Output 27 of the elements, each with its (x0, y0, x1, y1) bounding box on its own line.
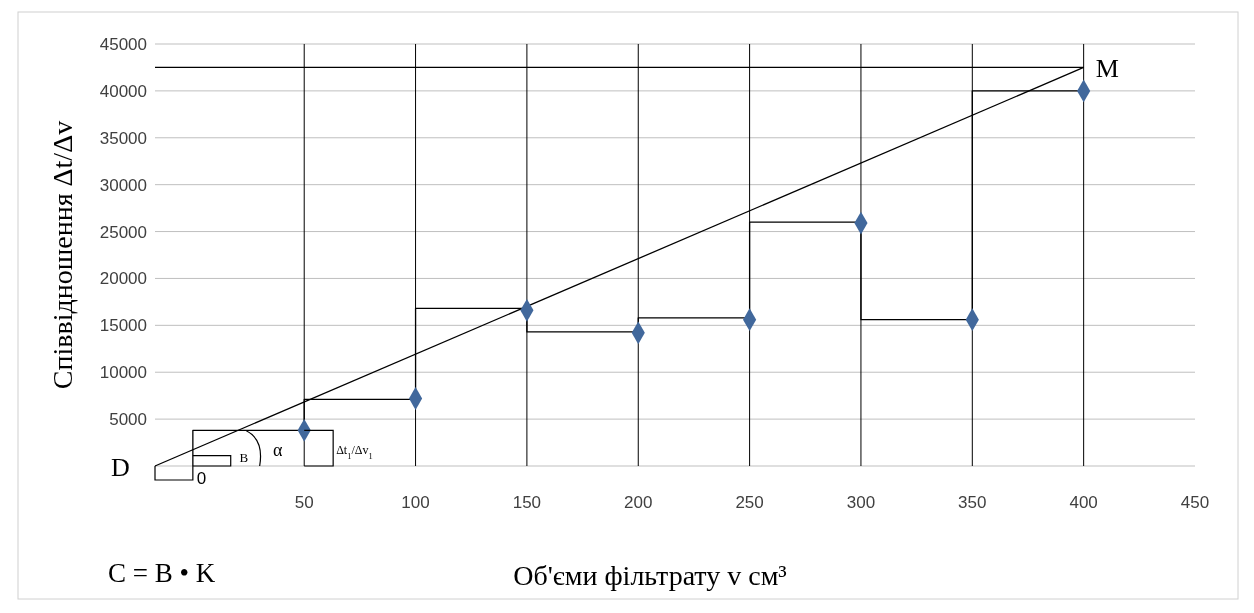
x-tick-label: 250 (735, 493, 764, 512)
x-tick-label: 450 (1180, 493, 1210, 512)
annotation: D (111, 453, 130, 482)
annotation: α (273, 440, 284, 460)
y-tick-label: 10000 (99, 363, 147, 383)
x-axis-title: Об'єми фільтрату v см³ (513, 560, 787, 591)
y-tick-label: 40000 (99, 81, 147, 101)
annotation: M (1095, 54, 1119, 84)
y-tick-label: 15000 (99, 316, 147, 336)
x-tick-label: 50 (294, 493, 314, 512)
y-tick-label: 20000 (99, 269, 147, 289)
x-tick-label: 100 (401, 493, 430, 512)
x-tick-label: 150 (512, 493, 542, 512)
x-tick-label: 300 (846, 493, 876, 512)
text: C = B • K (108, 558, 216, 588)
y-axis-title: Співвідношення Δt/Δv (47, 120, 78, 390)
x-tick-label: 400 (1069, 493, 1098, 512)
x-tick-label: 350 (958, 493, 987, 512)
y-tick-label: 25000 (99, 222, 147, 242)
annotation: B (239, 450, 249, 465)
y-tick-label: 45000 (99, 34, 147, 54)
y-tick-label: 30000 (99, 175, 147, 195)
y-tick-label: 5000 (109, 410, 147, 430)
text: 0 (196, 469, 207, 488)
annotation: Δt$_{1}$/Δv$_{1}$ (336, 443, 373, 461)
y-tick-label: 35000 (99, 128, 147, 148)
x-tick-label: 200 (624, 493, 653, 512)
